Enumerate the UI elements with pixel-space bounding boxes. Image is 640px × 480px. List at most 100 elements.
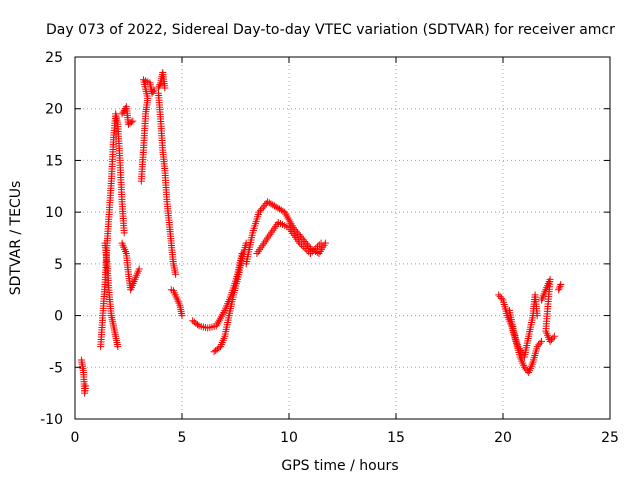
data-point-trace [120,226,128,234]
data-point-trace [548,336,556,344]
data-point-trace [533,309,541,317]
data-point-trace [124,268,132,276]
y-tick-label: -5 [49,360,63,376]
data-point-trace [296,232,304,240]
data-point-trace [528,314,536,322]
data-point-trace [542,325,550,333]
data-point-trace [254,210,262,218]
data-point [298,234,306,242]
data-point-trace [269,201,277,209]
data-point [557,281,565,289]
data-point-trace [229,293,237,301]
axis-ticks: 0 5 10 15 20 25 -10 -5 0 5 10 15 20 25 [40,50,619,446]
x-tick-label: 20 [494,430,512,446]
data-point [555,286,563,294]
data-point-trace [513,340,521,348]
data-point-trace [294,237,302,245]
data-point [317,239,325,247]
data-point-trace [171,268,179,276]
data-point-trace [301,244,309,252]
data-point-trace [242,241,250,249]
y-tick-label: -10 [40,412,63,428]
y-tick-label: 0 [54,309,63,325]
data-point-trace [258,205,266,213]
data-point-trace [148,87,156,95]
data-point-trace [299,243,307,251]
data-point-trace [220,334,228,342]
data-point-trace [178,310,186,318]
y-tick-label: 5 [54,257,63,273]
x-tick-label: 15 [387,430,405,446]
data-point-trace [194,321,202,329]
data-point-trace [308,248,316,256]
data-point-trace [248,231,256,239]
data-point-trace [528,360,536,368]
data-point [495,291,503,299]
data-point-trace [297,241,305,249]
y-tick-label: 25 [45,50,63,66]
y-tick-label: 10 [45,205,63,221]
data-point-trace [192,319,200,327]
data-point-trace [520,361,528,369]
data-point-trace [299,236,307,244]
data-point-trace [498,294,506,302]
data-point-trace [233,278,241,286]
data-point-trace [555,284,563,292]
data-point-trace [225,314,233,322]
y-tick-label: 15 [45,153,63,169]
plot-frame [74,56,611,420]
y-axis-label: SDTVAR / TECUs [8,181,24,296]
chart-title: Day 073 of 2022, Sidereal Day-to-day VTE… [46,22,615,38]
data-point-trace [220,308,228,316]
data-point-trace [259,203,267,211]
data-point-trace [496,293,504,301]
data-point-trace [535,341,543,349]
data-point-trace [130,277,138,285]
data-point-trace [107,309,115,317]
data-point-trace [312,244,320,252]
data-point-trace [302,239,310,247]
data-point-trace [536,339,544,347]
data-points [77,69,565,397]
data-point-trace [301,237,309,245]
data-point-trace [524,335,532,343]
data-point-trace [283,223,291,231]
data-point [306,250,314,258]
data-point-trace [314,243,322,251]
x-axis-label: GPS time / hours [281,458,398,474]
data-point [550,332,558,340]
data-point-trace [315,241,323,249]
data-point-trace [161,82,169,90]
x-tick-label: 5 [178,430,187,446]
data-point-trace [156,81,164,89]
data-point-trace [262,236,270,244]
data-point-trace [111,330,119,338]
data-point-trace [256,206,264,214]
x-tick-label: 0 [71,430,80,446]
data-point-trace [169,258,177,266]
data-point-trace [122,247,130,255]
data-point-trace [556,282,564,290]
data-point-trace [303,246,311,254]
data-point-trace [113,118,121,126]
data-point-trace [127,118,135,126]
data-point [118,110,126,118]
data-point-trace [149,88,157,96]
data-point-trace [261,201,269,209]
data-point-trace [126,119,134,127]
x-tick-label: 25 [601,430,619,446]
data-point-trace [113,341,121,349]
data-point-trace [522,365,530,373]
data-point-trace [81,384,89,392]
data-point-trace [277,206,285,214]
data-point-trace [119,108,127,116]
data-point [538,337,546,345]
data-point-trace [533,345,541,353]
data-point-trace [134,267,142,275]
data-point-trace [549,334,557,342]
data-point-trace [310,246,318,254]
data-point-trace [175,299,183,307]
data-point [154,84,162,92]
data-point-trace [109,320,117,328]
